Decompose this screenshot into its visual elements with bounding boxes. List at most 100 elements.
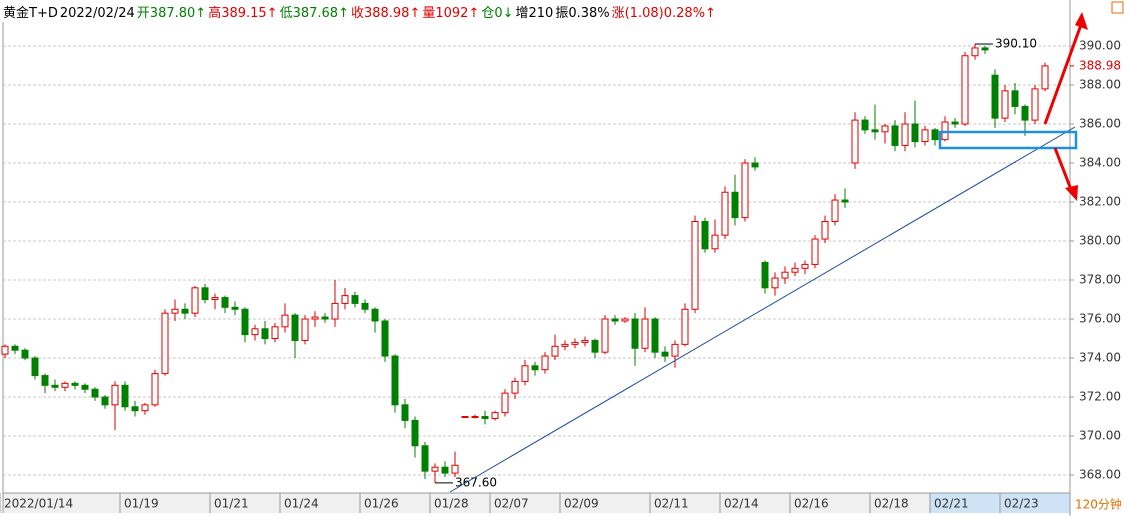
candle-body bbox=[701, 221, 709, 250]
candle-body bbox=[151, 373, 159, 406]
candle-body bbox=[301, 318, 309, 341]
trend-line bbox=[449, 126, 1076, 493]
candle-body bbox=[1041, 65, 1049, 90]
candle-body bbox=[471, 416, 479, 419]
candle-body bbox=[311, 316, 319, 320]
candle-body bbox=[661, 351, 669, 357]
candle-body bbox=[251, 328, 259, 336]
header-item: 低387.68↑ bbox=[279, 6, 349, 21]
candle-body bbox=[51, 384, 59, 388]
candle-body bbox=[21, 349, 29, 359]
header-item: 量1092↑ bbox=[422, 6, 480, 21]
candle-body bbox=[511, 380, 519, 394]
candle-body bbox=[931, 129, 939, 141]
candle-body bbox=[831, 199, 839, 223]
candle-body bbox=[71, 382, 79, 386]
annotation-label: 390.10 bbox=[995, 37, 1037, 51]
candle-body bbox=[851, 119, 859, 164]
x-tick-label: 2022/01/14 bbox=[4, 497, 73, 511]
candle-body bbox=[101, 396, 109, 406]
candle-body bbox=[241, 308, 249, 336]
candle-body bbox=[711, 234, 719, 250]
candle-body bbox=[421, 445, 429, 472]
candle-body bbox=[991, 74, 999, 119]
candle-body bbox=[521, 365, 529, 382]
candle-body bbox=[971, 47, 979, 57]
x-tick-label: 01/21 bbox=[214, 497, 249, 511]
candle-body bbox=[401, 404, 409, 421]
y-tick-label: 374.00 bbox=[1079, 351, 1121, 365]
plot: 368.00 370.00 372.00 374.00 376.00 378.00 380.… bbox=[0, 37, 1121, 513]
candle-body bbox=[221, 297, 229, 308]
last-price-label: 388.98 bbox=[1079, 58, 1121, 72]
candle-body bbox=[501, 392, 509, 414]
candle-body bbox=[191, 287, 199, 314]
arrow-down bbox=[1053, 147, 1074, 193]
candle-body bbox=[1001, 90, 1009, 119]
header-item: 高389.15↑ bbox=[208, 6, 278, 21]
candle-body bbox=[961, 55, 969, 125]
candle-body bbox=[91, 388, 99, 398]
candle-body bbox=[781, 271, 789, 279]
candle-body bbox=[561, 343, 569, 347]
candle-body bbox=[571, 341, 579, 345]
x-tick-label: 01/28 bbox=[434, 497, 469, 511]
candle-body bbox=[161, 312, 169, 375]
y-tick-label: 378.00 bbox=[1079, 273, 1121, 287]
candle-body bbox=[871, 129, 879, 133]
candle-body bbox=[901, 123, 909, 146]
candle-body bbox=[861, 119, 869, 131]
candle-body bbox=[541, 355, 549, 371]
arrow-up-head bbox=[1075, 12, 1088, 30]
x-tick-label: 02/11 bbox=[654, 497, 689, 511]
candle-body bbox=[731, 191, 739, 219]
candle-body bbox=[31, 357, 39, 377]
candle-body bbox=[771, 277, 779, 289]
x-tick-label: 02/07 bbox=[494, 497, 529, 511]
candle-body bbox=[291, 314, 299, 341]
candle-body bbox=[171, 308, 179, 314]
candle-body bbox=[791, 267, 799, 273]
candle-body bbox=[431, 466, 439, 472]
candle-body bbox=[61, 382, 69, 388]
candle-body bbox=[351, 295, 359, 304]
candle-body bbox=[381, 320, 389, 357]
candle-body bbox=[581, 339, 589, 343]
header-item: 2022/02/24 bbox=[59, 6, 135, 21]
candle-body bbox=[671, 343, 679, 357]
candle-body bbox=[631, 318, 639, 349]
candle-body bbox=[341, 295, 349, 304]
candle-body bbox=[691, 221, 699, 310]
candle-body bbox=[881, 125, 889, 133]
candle-body bbox=[551, 345, 559, 357]
candle-body bbox=[141, 404, 149, 412]
y-tick-label: 382.00 bbox=[1079, 195, 1121, 209]
period-label[interactable]: 120分钟 bbox=[1075, 497, 1122, 512]
corner-icon[interactable] bbox=[1111, 1, 1124, 14]
candle-body bbox=[761, 261, 769, 289]
header-item: 涨(1.08)0.28%↑ bbox=[611, 6, 716, 21]
candle-body bbox=[271, 326, 279, 340]
candle-body bbox=[201, 287, 209, 301]
candle-body bbox=[261, 328, 269, 340]
arrow-down-head bbox=[1065, 185, 1078, 201]
candle-body bbox=[591, 339, 599, 353]
candle-body bbox=[211, 297, 219, 301]
candle-body bbox=[641, 318, 649, 349]
candle-body bbox=[411, 419, 419, 447]
x-tick-label: 02/23 bbox=[1004, 497, 1039, 511]
y-tick-label: 380.00 bbox=[1079, 234, 1121, 248]
candle-body bbox=[441, 466, 449, 474]
candle-body bbox=[391, 355, 399, 406]
candle-body bbox=[531, 365, 539, 371]
candle-body bbox=[361, 302, 369, 310]
y-tick-label: 370.00 bbox=[1079, 429, 1121, 443]
candle-body bbox=[461, 416, 469, 419]
x-tick-label: 01/26 bbox=[364, 497, 399, 511]
header-item: 仓0↓ bbox=[481, 6, 514, 21]
candle-body bbox=[741, 162, 749, 219]
y-tick-label: 376.00 bbox=[1079, 312, 1121, 326]
x-tick-label: 02/21 bbox=[934, 497, 969, 511]
x-tick-label: 02/16 bbox=[794, 497, 829, 511]
